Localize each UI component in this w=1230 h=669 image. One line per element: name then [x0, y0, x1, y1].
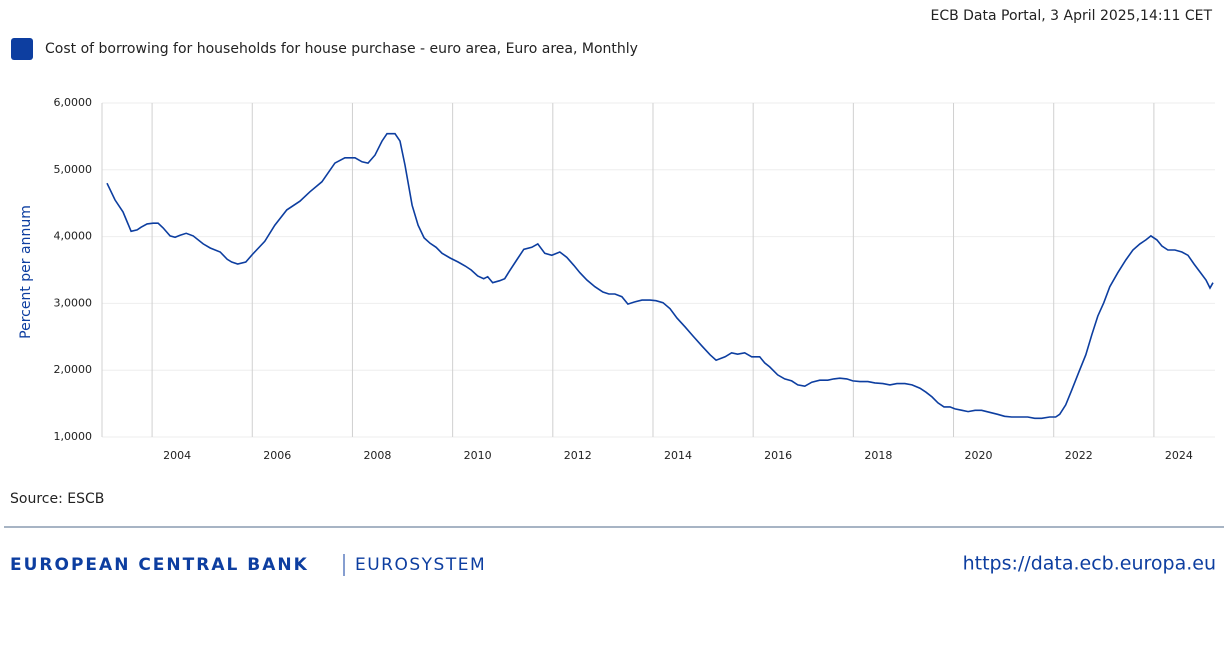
url: https://data.ecb.europa.eu [963, 553, 1216, 575]
x-tick-label: 2016 [764, 449, 792, 462]
y-tick-label: 4,0000 [54, 230, 93, 243]
y-tick-label: 6,0000 [54, 96, 93, 109]
stamp: ECB Data Portal, 3 April 2025,14:11 CET [930, 8, 1212, 24]
y-tick-label: 2,0000 [54, 363, 93, 376]
x-tick-label: 2014 [664, 449, 692, 462]
data-line [106, 132, 1214, 420]
x-tick-label: 2010 [464, 449, 492, 462]
y-tick-label: 3,0000 [54, 296, 93, 309]
x-tick-label: 2008 [363, 449, 391, 462]
x-tick-label: 2012 [564, 449, 592, 462]
source: Source: ESCB [10, 491, 104, 507]
x-tick-label: 2024 [1165, 449, 1193, 462]
x-tick-label: 2018 [864, 449, 892, 462]
legend-label: Cost of borrowing for households for hou… [45, 41, 638, 57]
y-tick-label: 5,0000 [54, 163, 93, 176]
y-tick-label: 1,0000 [54, 430, 93, 443]
x-tick-label: 2020 [965, 449, 993, 462]
x-tick-label: 2022 [1065, 449, 1093, 462]
x-tick-label: 2004 [163, 449, 191, 462]
y-axis-label: Percent per annum [18, 205, 34, 339]
legend-swatch [11, 38, 33, 60]
bank-name: EUROPEAN CENTRAL BANK [10, 555, 309, 575]
x-tick-label: 2006 [263, 449, 291, 462]
eurosystem: EUROSYSTEM [355, 555, 486, 575]
